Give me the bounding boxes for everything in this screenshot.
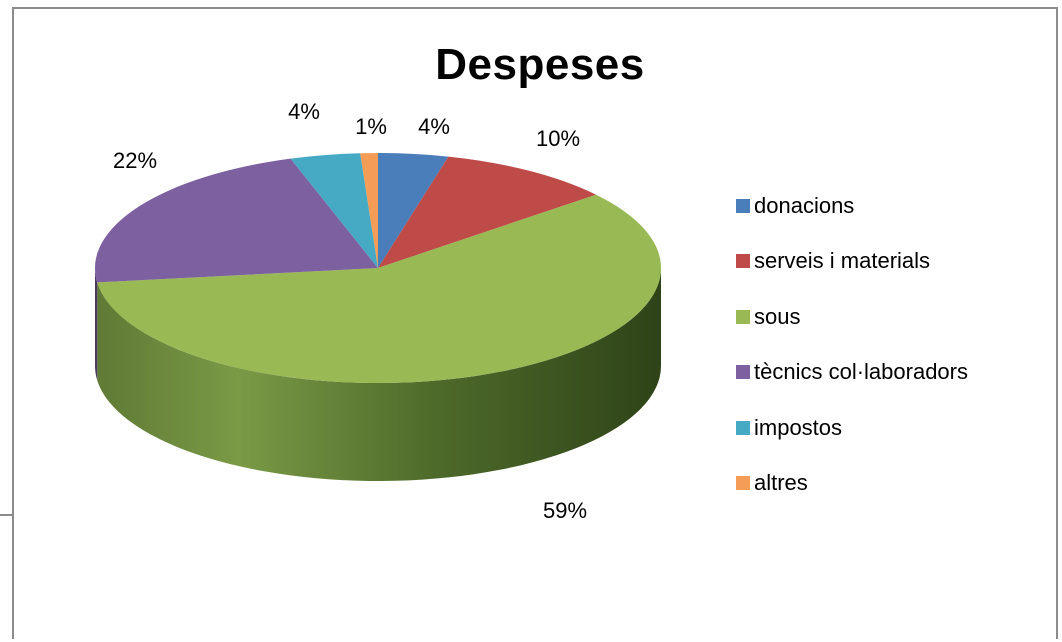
data-label-2: 59% [543, 498, 587, 523]
chart-frame [12, 7, 1058, 639]
legend-label: impostos [754, 414, 843, 440]
pie-slice-0 [378, 153, 449, 268]
legend-item: donacions [736, 178, 968, 234]
pie-slice-2 [97, 194, 661, 383]
legend-item: altres [736, 456, 968, 512]
data-label-5: 1% [355, 114, 387, 139]
legend-item: tècnics col·laboradors [736, 345, 968, 401]
data-label-0: 4% [418, 114, 450, 139]
legend-swatch [736, 420, 750, 435]
pie-tops [94, 153, 661, 383]
pie-slice-1 [378, 156, 597, 268]
legend-swatch [736, 476, 750, 491]
legend-label: altres [754, 470, 808, 496]
pie-labels: 4% 10% 59% 22% 4% 1% [113, 99, 587, 523]
pie-slice-4 [290, 153, 378, 268]
pie-slice-3 [94, 158, 378, 283]
legend-item: sous [736, 289, 968, 345]
legend-swatch [736, 365, 750, 380]
legend-swatch [736, 309, 750, 324]
pie-side-2 [97, 268, 661, 482]
legend-label: sous [754, 303, 801, 329]
legend-label: donacions [754, 192, 855, 218]
pie-slice-5 [360, 153, 378, 268]
legend-item: impostos [736, 400, 968, 456]
legend-swatch [736, 254, 750, 269]
data-label-3: 22% [113, 148, 157, 173]
legend-label: serveis i materials [754, 248, 931, 274]
pie-side-3 [95, 268, 98, 381]
pie-sides [95, 268, 661, 482]
legend-label: tècnics col·laboradors [754, 359, 968, 385]
legend-item: serveis i materials [736, 234, 968, 290]
legend: donacions serveis i materials sous tècnics … [736, 178, 968, 511]
legend-swatch [736, 198, 750, 213]
divider-line [0, 514, 12, 516]
data-label-1: 10% [536, 126, 580, 151]
chart-title: Despeses [435, 40, 645, 89]
data-label-4: 4% [288, 99, 320, 124]
